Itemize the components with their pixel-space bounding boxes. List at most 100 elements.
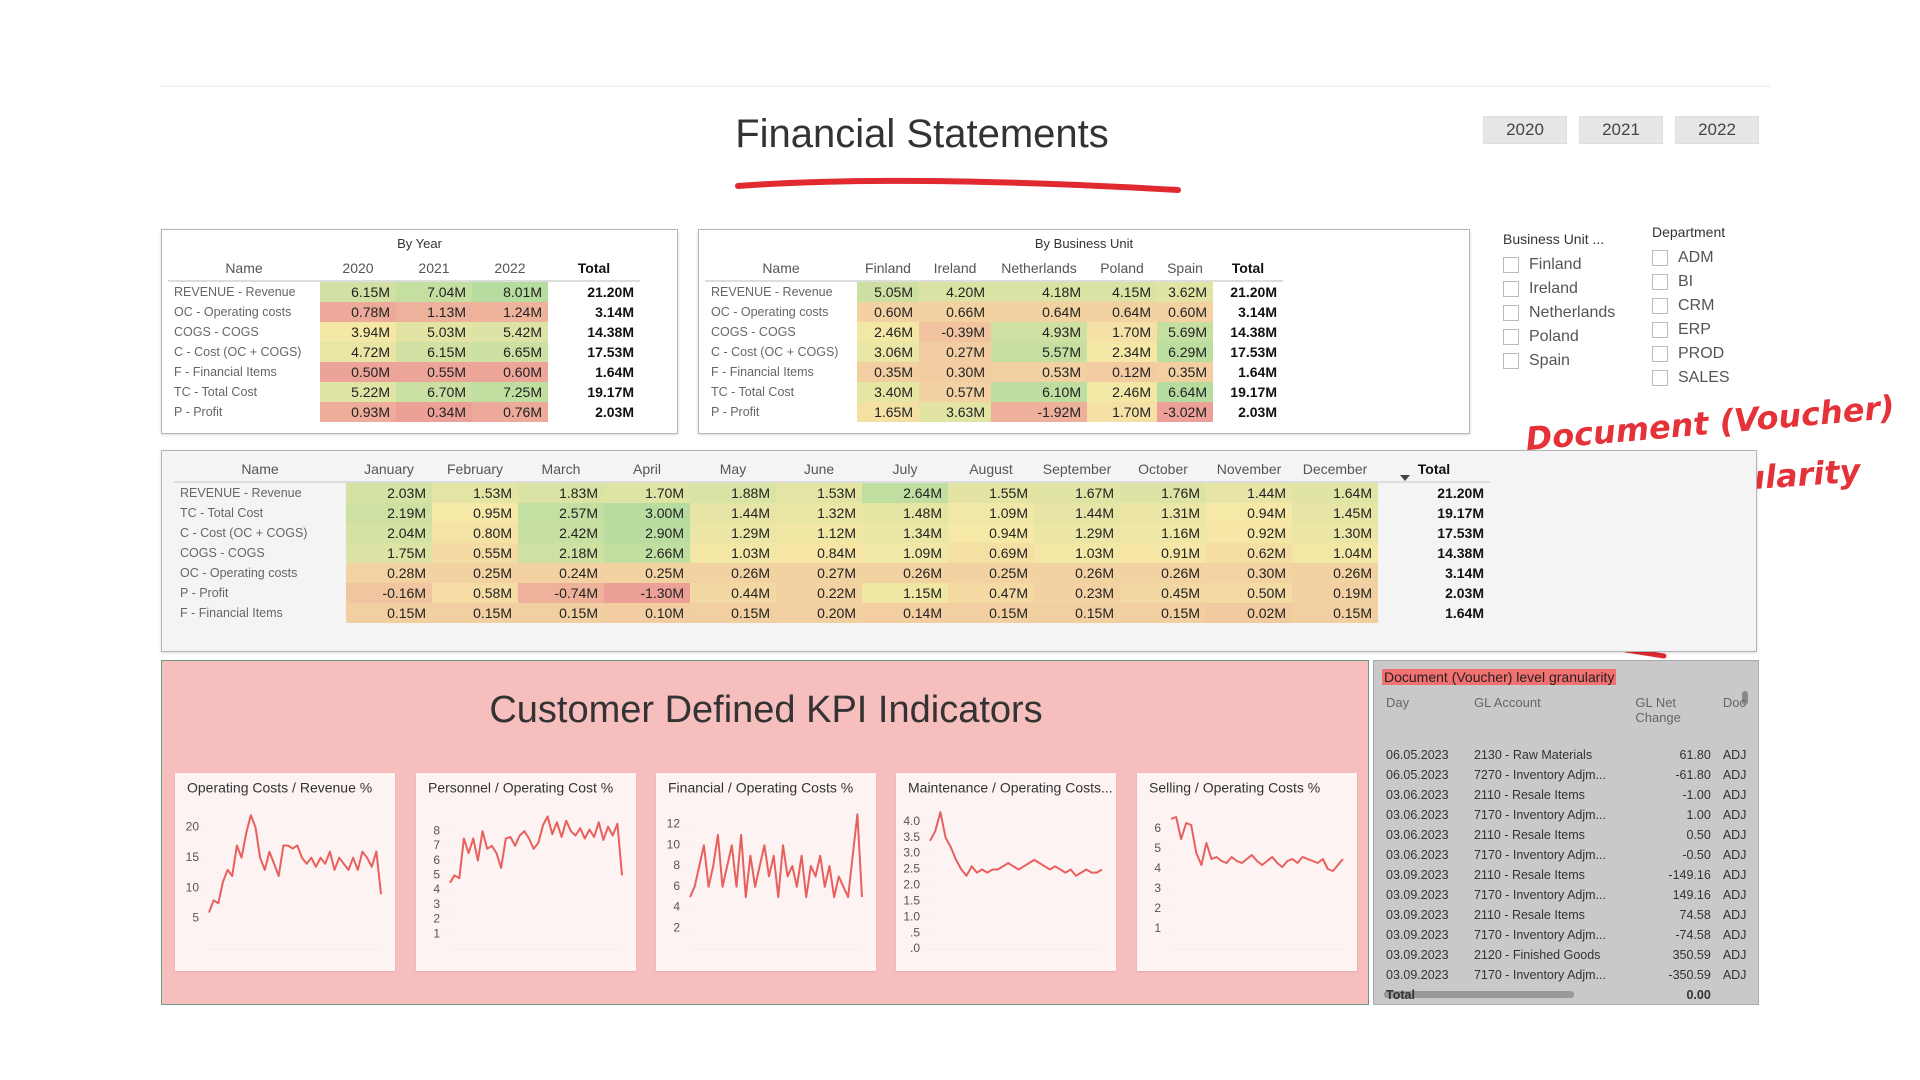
cell: 0.94M <box>948 523 1034 543</box>
cell: 6.15M <box>396 342 472 362</box>
cell: 6.15M <box>320 281 396 302</box>
column-header[interactable]: Total <box>1378 457 1490 483</box>
row-label: TC - Total Cost <box>711 385 795 399</box>
checkbox[interactable] <box>1652 298 1668 314</box>
data-row: TC - Total Cost 5.22M 6.70M 7.25M 19.17M <box>168 382 640 402</box>
column-header[interactable]: Total <box>1213 256 1283 282</box>
data-row: C - Cost (OC + COGS) 4.72M 6.15M 6.65M 17.53… <box>168 342 640 362</box>
cell: 3.63M <box>919 402 991 422</box>
kpi-card: Selling / Operating Costs % 1 2 3 4 5 6 <box>1137 773 1357 971</box>
cell: 3.00M <box>604 503 690 523</box>
slicer-label: Finland <box>1529 256 1582 273</box>
column-header[interactable]: 2021 <box>396 256 472 282</box>
column-header[interactable]: Name <box>705 256 857 282</box>
column-header[interactable]: March <box>518 457 604 483</box>
column-header[interactable]: GL Net Change <box>1635 695 1681 725</box>
checkbox[interactable] <box>1503 305 1519 321</box>
cell: -1.30M <box>604 583 690 603</box>
column-header[interactable]: Finland <box>857 256 919 282</box>
slicer-item[interactable]: PROD <box>1652 342 1730 366</box>
checkbox[interactable] <box>1652 250 1668 266</box>
cell: 2.64M <box>862 482 948 503</box>
checkbox[interactable] <box>1503 329 1519 345</box>
column-header[interactable]: GL Account <box>1473 695 1541 710</box>
cell: 7170 - Inventory Adjm... <box>1473 808 1606 822</box>
y-tick-label: 6 <box>1154 821 1161 835</box>
cell: 4.18M <box>991 281 1087 302</box>
column-header[interactable]: January <box>346 457 432 483</box>
scrollbar[interactable] <box>1384 991 1574 998</box>
column-header[interactable]: Total <box>548 256 640 282</box>
scrollbar[interactable] <box>1742 691 1748 705</box>
cell: -3.02M <box>1157 402 1213 422</box>
column-header[interactable]: 2022 <box>472 256 548 282</box>
slicer: Department ADM BI CRM ERP PROD SALES <box>1652 224 1730 390</box>
column-header[interactable]: December <box>1292 457 1378 483</box>
cell: 0.26M <box>1120 563 1206 583</box>
y-tick-label: 5 <box>192 911 199 925</box>
checkbox[interactable] <box>1503 257 1519 273</box>
column-header[interactable]: 2020 <box>320 256 396 282</box>
column-header[interactable]: November <box>1206 457 1292 483</box>
line-chart: Maintenance / Operating Costs... .0 .5 1.0 1… <box>903 780 1112 955</box>
slicer-item[interactable]: Spain <box>1503 349 1615 373</box>
checkbox[interactable] <box>1503 281 1519 297</box>
y-tick-label: 3.0 <box>903 846 920 860</box>
column-header[interactable]: May <box>690 457 776 483</box>
column-header[interactable]: Day <box>1386 695 1410 710</box>
cell: 1.70M <box>604 482 690 503</box>
cell: 350.59 <box>1672 948 1711 962</box>
cell: 2.18M <box>518 543 604 563</box>
column-header[interactable]: Doc <box>1722 695 1746 710</box>
cell: 0.64M <box>991 302 1087 322</box>
data-row: TC - Total Cost 2.19M 0.95M 2.57M 3.00M 1.44M… <box>174 503 1490 523</box>
data-row: 03.06.2023 2110 - Resale Items 0.50 ADJ <box>1380 825 1758 845</box>
checkbox[interactable] <box>1652 322 1668 338</box>
column-header[interactable]: July <box>862 457 948 483</box>
checkbox[interactable] <box>1503 353 1519 369</box>
column-header[interactable]: Name <box>174 457 346 483</box>
checkbox[interactable] <box>1652 274 1668 290</box>
row-label: COGS - COGS <box>174 325 259 339</box>
header-row: Name 2020 2021 2022 Total <box>168 256 640 282</box>
y-tick-label: 1 <box>433 926 440 940</box>
cell: -0.74M <box>518 583 604 603</box>
checkbox[interactable] <box>1652 346 1668 362</box>
year-button[interactable]: 2022 <box>1675 116 1759 144</box>
y-tick-label: 3 <box>1154 881 1161 895</box>
kpi-section: Customer Defined KPI Indicators Operatin… <box>161 660 1369 1005</box>
row-label: P - Profit <box>174 405 223 419</box>
column-header[interactable]: Poland <box>1087 256 1157 282</box>
slicer-item[interactable]: ADM <box>1652 246 1730 270</box>
sort-indicator[interactable] <box>1400 475 1410 481</box>
slicer-item[interactable]: Netherlands <box>1503 301 1615 325</box>
slicer-item[interactable]: Ireland <box>1503 277 1615 301</box>
slicer-item[interactable]: SALES <box>1652 366 1730 390</box>
column-header[interactable]: February <box>432 457 518 483</box>
checkbox[interactable] <box>1652 370 1668 386</box>
column-header[interactable]: Ireland <box>919 256 991 282</box>
slicer-item[interactable]: Finland <box>1503 253 1615 277</box>
column-header[interactable]: Netherlands <box>991 256 1087 282</box>
column-header[interactable]: August <box>948 457 1034 483</box>
cell: 0.60M <box>857 302 919 322</box>
y-tick-label: 8 <box>673 858 680 872</box>
slicer-item[interactable]: ERP <box>1652 318 1730 342</box>
column-header[interactable]: September <box>1034 457 1120 483</box>
data-row: C - Cost (OC + COGS) 3.06M 0.27M 5.57M 2.34M… <box>705 342 1283 362</box>
cell: 14.38M <box>587 324 634 340</box>
year-button[interactable]: 2020 <box>1483 116 1567 144</box>
cell: 1.29M <box>1034 523 1120 543</box>
column-header[interactable]: Spain <box>1157 256 1213 282</box>
column-header[interactable]: October <box>1120 457 1206 483</box>
column-header[interactable]: June <box>776 457 862 483</box>
cell: 2.03M <box>346 482 432 503</box>
column-header[interactable]: April <box>604 457 690 483</box>
data-row: REVENUE - Revenue 5.05M 4.20M 4.18M 4.15M 3.6… <box>705 281 1283 302</box>
cell: 2.03M <box>595 404 634 420</box>
year-button[interactable]: 2021 <box>1579 116 1663 144</box>
slicer-item[interactable]: BI <box>1652 270 1730 294</box>
slicer-item[interactable]: CRM <box>1652 294 1730 318</box>
slicer-item[interactable]: Poland <box>1503 325 1615 349</box>
column-header[interactable]: Name <box>168 256 320 282</box>
